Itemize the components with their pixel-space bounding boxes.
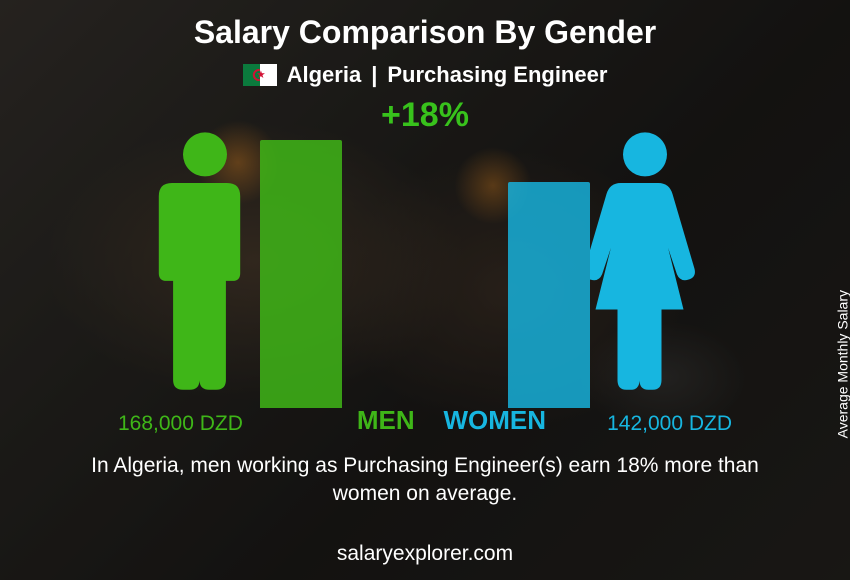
women-salary-label: 142,000 DZD: [607, 412, 732, 436]
subtitle-country: Algeria: [287, 62, 362, 88]
men-salary-label: 168,000 DZD: [118, 412, 243, 436]
women-bar: [508, 182, 590, 408]
men-group: [150, 128, 342, 408]
y-axis-label: Average Monthly Salary: [834, 290, 850, 438]
infographic: Salary Comparison By Gender ★ Algeria | …: [0, 0, 850, 580]
woman-icon: [590, 128, 700, 408]
subtitle-role: Purchasing Engineer: [387, 62, 607, 88]
caption-text: In Algeria, men working as Purchasing En…: [60, 452, 790, 509]
delta-label: +18%: [381, 96, 469, 135]
women-group: [508, 128, 700, 408]
women-gender-label: WOMEN: [443, 405, 546, 436]
men-bar: [260, 140, 342, 408]
footer-source: salaryexplorer.com: [0, 542, 850, 566]
subtitle-row: ★ Algeria | Purchasing Engineer: [0, 62, 850, 88]
man-icon: [150, 128, 260, 408]
men-gender-label: MEN: [357, 405, 415, 436]
page-title: Salary Comparison By Gender: [0, 14, 850, 51]
chart-labels: 168,000 DZD MEN WOMEN 142,000 DZD: [0, 408, 850, 436]
subtitle-separator: |: [371, 62, 377, 88]
gender-chart: +18% 168,000 DZD MEN WOMEN: [0, 96, 850, 436]
algeria-flag-icon: ★: [243, 64, 277, 86]
